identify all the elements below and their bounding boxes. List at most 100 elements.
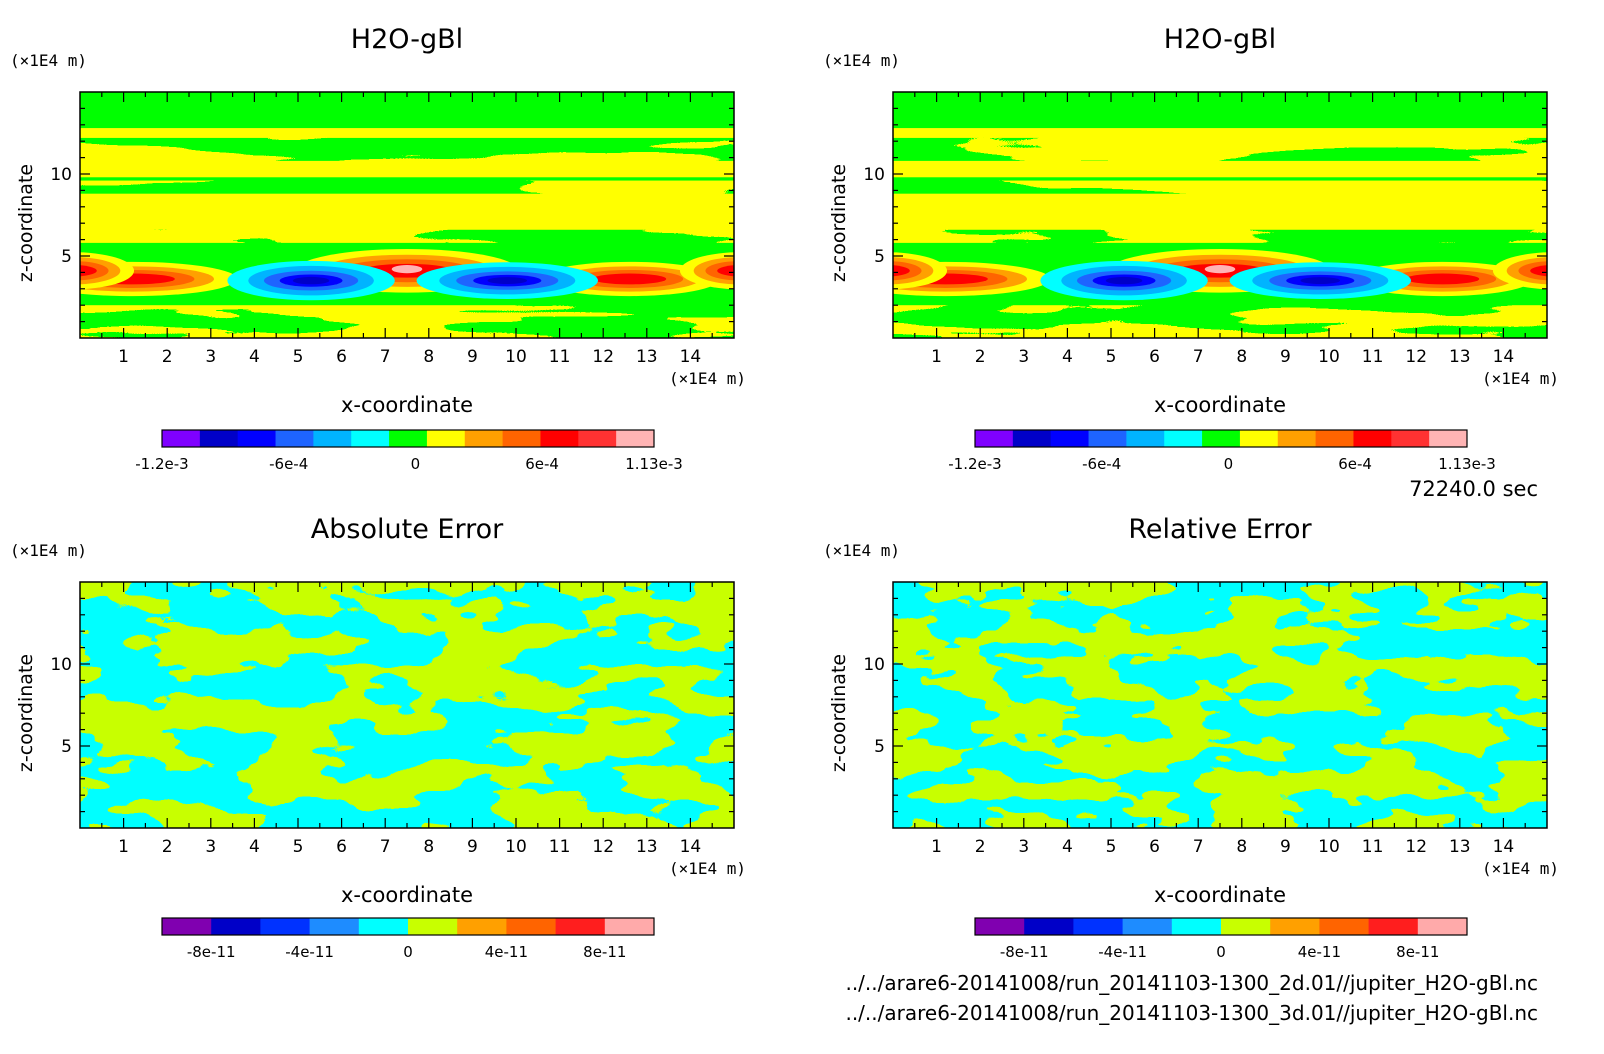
x-unit-label: (×1E4 m) xyxy=(669,369,746,388)
colorbar-swatch xyxy=(506,918,557,935)
x-tick-label: 3 xyxy=(1018,347,1029,367)
contour-field xyxy=(80,92,734,338)
colorbar-tick-label: 0 xyxy=(1224,455,1234,473)
colorbar-tick-label: 8e-11 xyxy=(1396,943,1439,961)
x-tick-label: 12 xyxy=(592,347,614,367)
x-tick-label: 5 xyxy=(1106,837,1117,857)
x-tick-label: 1 xyxy=(931,837,942,857)
colorbar-swatch xyxy=(464,430,504,447)
colorbar-swatch xyxy=(1270,918,1320,935)
error-field xyxy=(893,582,1547,828)
colorbar-swatch xyxy=(1073,918,1124,935)
colorbar-swatch xyxy=(162,918,212,935)
colorbar-swatch xyxy=(1368,918,1419,935)
x-tick-label: 10 xyxy=(505,347,527,367)
x-tick-label: 6 xyxy=(1149,837,1160,857)
x-tick-label: 7 xyxy=(1193,837,1204,857)
x-tick-label: 5 xyxy=(293,837,304,857)
colorbar-swatch xyxy=(1277,430,1317,447)
colorbar-swatch xyxy=(1126,430,1165,447)
x-tick-label: 10 xyxy=(505,837,527,857)
x-tick-label: 13 xyxy=(636,837,658,857)
contour-field xyxy=(893,92,1547,338)
colorbar-frame xyxy=(161,917,655,936)
colorbar-swatch xyxy=(555,918,606,935)
colorbar-swatch xyxy=(1088,430,1127,447)
colorbar-swatch xyxy=(1164,430,1203,447)
colorbar-swatch xyxy=(1202,430,1241,447)
colorbar-tick-label: 0 xyxy=(411,455,421,473)
y-axis-label: z-coordinate xyxy=(828,164,850,282)
x-tick-label: 5 xyxy=(293,347,304,367)
y-tick-label: 10 xyxy=(863,655,885,675)
colorbar-swatch xyxy=(199,430,239,447)
colorbar-swatch xyxy=(162,430,201,447)
colorbar-swatch xyxy=(502,430,541,447)
colorbar-swatch xyxy=(358,918,409,935)
x-tick-label: 8 xyxy=(1236,347,1247,367)
y-tick-label: 5 xyxy=(874,737,885,757)
x-tick-label: 11 xyxy=(549,347,571,367)
x-unit-label: (×1E4 m) xyxy=(1482,859,1559,878)
colorbar-tick-label: 4e-11 xyxy=(485,943,528,961)
colorbar-tick-label: 4e-11 xyxy=(1298,943,1341,961)
x-tick-label: 9 xyxy=(467,837,478,857)
file-path-2: ../../arare6-20141008/run_20141103-1300_… xyxy=(845,1001,1538,1025)
colorbar-swatch xyxy=(1171,918,1222,935)
x-tick-label: 4 xyxy=(249,347,260,367)
colorbar-swatch xyxy=(1221,918,1271,935)
colorbar-swatch xyxy=(578,430,617,447)
x-tick-label: 14 xyxy=(1493,837,1515,857)
colorbar-frame xyxy=(161,429,655,448)
chart-title: Relative Error xyxy=(1128,514,1312,545)
colorbar-tick-label: -8e-11 xyxy=(1000,943,1049,961)
x-tick-label: 12 xyxy=(1405,347,1427,367)
y-tick-label: 5 xyxy=(61,247,72,267)
y-tick-label: 5 xyxy=(874,247,885,267)
x-tick-label: 11 xyxy=(1362,347,1384,367)
colorbar-swatch xyxy=(1024,918,1074,935)
colorbar-tick-label: -6e-4 xyxy=(1082,455,1121,473)
colorbar-swatch xyxy=(351,430,390,447)
x-axis-label: x-coordinate xyxy=(1154,393,1286,417)
colorbar-tick-label: 6e-4 xyxy=(525,455,559,473)
x-tick-label: 13 xyxy=(636,347,658,367)
x-unit-label: (×1E4 m) xyxy=(1482,369,1559,388)
x-tick-label: 2 xyxy=(162,837,173,857)
x-tick-label: 1 xyxy=(118,347,129,367)
x-tick-label: 14 xyxy=(1493,347,1515,367)
x-tick-label: 7 xyxy=(380,837,391,857)
colorbar-swatch xyxy=(457,918,507,935)
y-unit-label: (×1E4 m) xyxy=(823,541,900,560)
colorbar-frame xyxy=(974,917,1468,936)
colorbar-tick-label: -1.2e-3 xyxy=(948,455,1001,473)
colorbar-swatch xyxy=(309,918,360,935)
colorbar-tick-label: -1.2e-3 xyxy=(135,455,188,473)
x-tick-label: 3 xyxy=(1018,837,1029,857)
x-tick-label: 14 xyxy=(680,837,702,857)
colorbar-swatch xyxy=(1319,918,1370,935)
colorbar-swatch xyxy=(1429,430,1468,447)
colorbar-swatch xyxy=(616,430,655,447)
colorbar-swatch xyxy=(975,918,1025,935)
x-tick-label: 10 xyxy=(1318,837,1340,857)
x-tick-label: 9 xyxy=(467,347,478,367)
colorbar-tick-label: 0 xyxy=(1216,943,1226,961)
x-axis-label: x-coordinate xyxy=(341,393,473,417)
colorbar-tick-label: -4e-11 xyxy=(1098,943,1147,961)
x-tick-label: 3 xyxy=(205,347,216,367)
x-tick-label: 11 xyxy=(1362,837,1384,857)
y-axis-label: z-coordinate xyxy=(15,654,37,772)
colorbar-swatch xyxy=(1353,430,1392,447)
x-tick-label: 6 xyxy=(336,837,347,857)
chart-title: H2O-gBl xyxy=(1164,24,1276,55)
y-axis-label: z-coordinate xyxy=(828,654,850,772)
x-tick-label: 1 xyxy=(118,837,129,857)
colorbar-swatch xyxy=(1315,430,1354,447)
y-unit-label: (×1E4 m) xyxy=(10,541,87,560)
y-unit-label: (×1E4 m) xyxy=(10,51,87,70)
x-tick-label: 7 xyxy=(1193,347,1204,367)
x-tick-label: 4 xyxy=(1062,837,1073,857)
colorbar-swatch xyxy=(1050,430,1090,447)
